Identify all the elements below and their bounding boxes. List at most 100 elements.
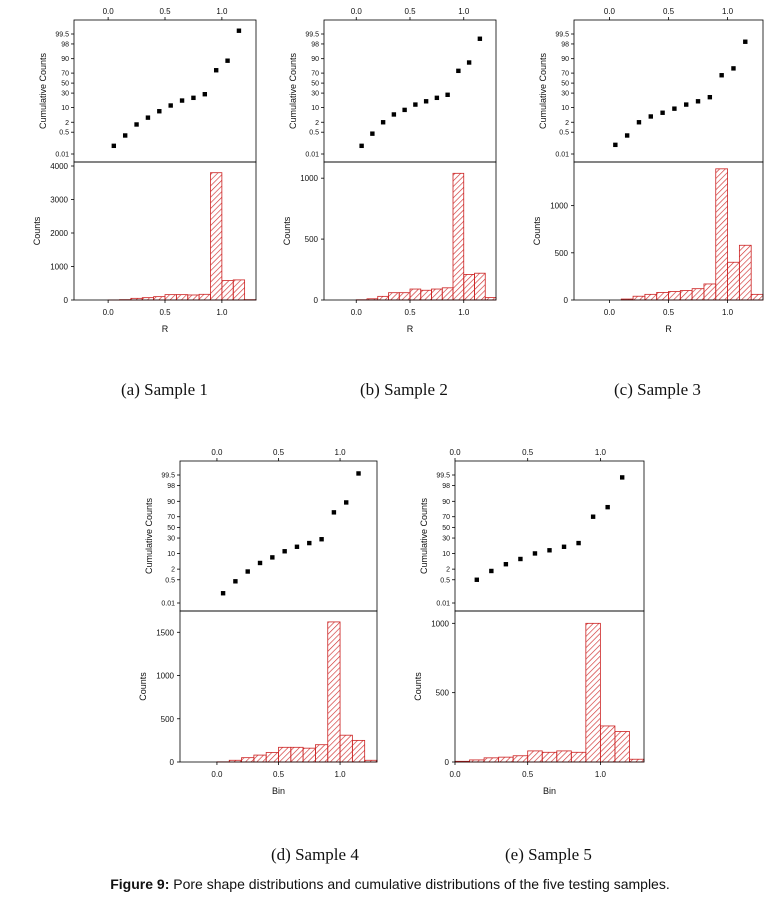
cumulative-point — [111, 143, 117, 149]
prob-tick-label: 99.5 — [436, 473, 450, 480]
histogram-bar — [668, 291, 681, 301]
top-x-tick-label: 0.0 — [103, 7, 115, 16]
prob-tick-label: 0.01 — [555, 152, 569, 159]
cumulative-point — [122, 133, 128, 138]
prob-tick-label: 70 — [61, 71, 69, 78]
y-tick-label: 1500 — [156, 628, 174, 637]
prob-tick-label: 2 — [446, 567, 450, 574]
cumulative-point — [547, 548, 552, 553]
histogram-bar — [483, 757, 500, 763]
prob-tick-label: 50 — [442, 525, 450, 532]
cumulative-point — [245, 569, 250, 574]
histogram-bar — [241, 757, 255, 763]
x-tick-label: 1.0 — [216, 308, 228, 317]
histogram-bar — [715, 168, 728, 301]
prob-tick-label: 0.5 — [59, 130, 69, 137]
cumulative-point — [359, 143, 364, 149]
top-plot-frame — [573, 19, 764, 163]
prob-tick-label: 2 — [171, 567, 175, 574]
prob-tick-label: 30 — [561, 91, 569, 98]
cumulative-point — [168, 103, 173, 108]
prob-tick-label: 98 — [561, 41, 569, 48]
y-tick-label: 0 — [170, 758, 175, 767]
y-tick-label: 3000 — [50, 196, 68, 205]
histogram-bar — [614, 731, 630, 763]
cumulative-point — [719, 73, 724, 78]
prob-tick-label: 98 — [442, 483, 450, 490]
caption-sample-2: (b) Sample 2 — [360, 380, 448, 399]
top-y-axis-label: Cumulative Counts — [419, 497, 429, 574]
cumulative-point — [660, 110, 665, 115]
histogram-bar — [599, 725, 616, 763]
prob-tick-label: 98 — [167, 483, 175, 490]
y-tick-label: 0 — [564, 296, 569, 305]
cumulative-point — [636, 120, 642, 125]
bottom-y-axis-label: Counts — [532, 216, 542, 245]
cumulative-point — [225, 58, 230, 63]
cumulative-point — [731, 66, 736, 71]
cumulative-point — [518, 556, 523, 562]
cumulative-point — [648, 114, 653, 119]
figure-label: Figure 9: — [110, 876, 170, 892]
histogram-bar — [431, 288, 443, 301]
histogram-bar — [474, 272, 486, 301]
top-x-tick-label: 1.0 — [335, 448, 347, 457]
histogram-bar — [265, 752, 279, 763]
figure-caption: Figure 9: Pore shape distributions and c… — [0, 876, 780, 892]
top-x-tick-label: 1.0 — [216, 7, 228, 16]
histogram-bar — [512, 755, 529, 763]
x-tick-label: 0.0 — [103, 308, 115, 317]
x-tick-label: 1.0 — [595, 770, 607, 779]
cumulative-point — [474, 577, 480, 582]
prob-tick-label: 0.01 — [305, 152, 319, 159]
histogram-bar — [420, 289, 432, 301]
top-x-tick-label: 0.5 — [522, 448, 534, 457]
y-tick-label: 0 — [64, 296, 69, 305]
histogram-bar — [377, 295, 389, 301]
histogram-bar — [327, 621, 341, 763]
y-tick-label: 0 — [445, 758, 450, 767]
prob-tick-label: 90 — [61, 56, 69, 63]
y-tick-label: 1000 — [550, 202, 568, 211]
top-plot-frame — [454, 460, 645, 612]
histogram-bar — [738, 244, 752, 301]
prob-tick-label: 98 — [311, 41, 319, 48]
x-axis-label: R — [162, 324, 169, 334]
x-axis-label: R — [407, 324, 414, 334]
caption-sample-3: (c) Sample 3 — [614, 380, 701, 399]
chart-sample3: 0.0 0.5 1.0 0.0 0.5 1.0 R 0 500 1000 0.01 0.5 2 10 30 5… — [532, 7, 764, 334]
cumulative-point — [402, 107, 407, 113]
top-x-tick-label: 0.0 — [351, 7, 363, 16]
prob-tick-label: 70 — [311, 71, 319, 78]
cumulative-point — [236, 28, 242, 33]
top-y-axis-label: Cumulative Counts — [38, 52, 48, 129]
histogram-bar — [210, 172, 223, 301]
histogram-bar — [290, 746, 304, 763]
chart-sample1: 0.0 0.5 1.0 0.0 0.5 1.0 R 0 1000 2000 3000 4000 0.01… — [32, 7, 257, 334]
histogram-bar — [691, 288, 705, 301]
prob-tick-label: 10 — [167, 551, 175, 558]
histogram-bar — [541, 751, 558, 763]
caption-sample-1: (a) Sample 1 — [121, 380, 208, 399]
y-tick-label: 500 — [305, 235, 319, 244]
prob-tick-label: 0.01 — [436, 601, 450, 608]
x-tick-label: 1.0 — [335, 770, 347, 779]
x-axis-label: R — [665, 324, 672, 334]
cumulative-point — [576, 540, 581, 546]
cumulative-point — [619, 475, 625, 480]
cumulative-point — [282, 549, 287, 554]
x-tick-label: 0.5 — [522, 770, 534, 779]
histogram-bar — [187, 294, 200, 301]
caption-sample-4: (d) Sample 4 — [271, 845, 359, 864]
cumulative-point — [233, 579, 238, 584]
cumulative-point — [202, 92, 208, 97]
cumulative-point — [191, 95, 196, 101]
histogram-bar — [164, 294, 177, 301]
x-tick-label: 0.5 — [273, 770, 285, 779]
cumulative-point — [157, 109, 162, 114]
y-tick-label: 500 — [161, 715, 175, 724]
prob-tick-label: 90 — [442, 499, 450, 506]
cumulative-point — [356, 471, 361, 476]
histogram-bar — [629, 758, 645, 763]
